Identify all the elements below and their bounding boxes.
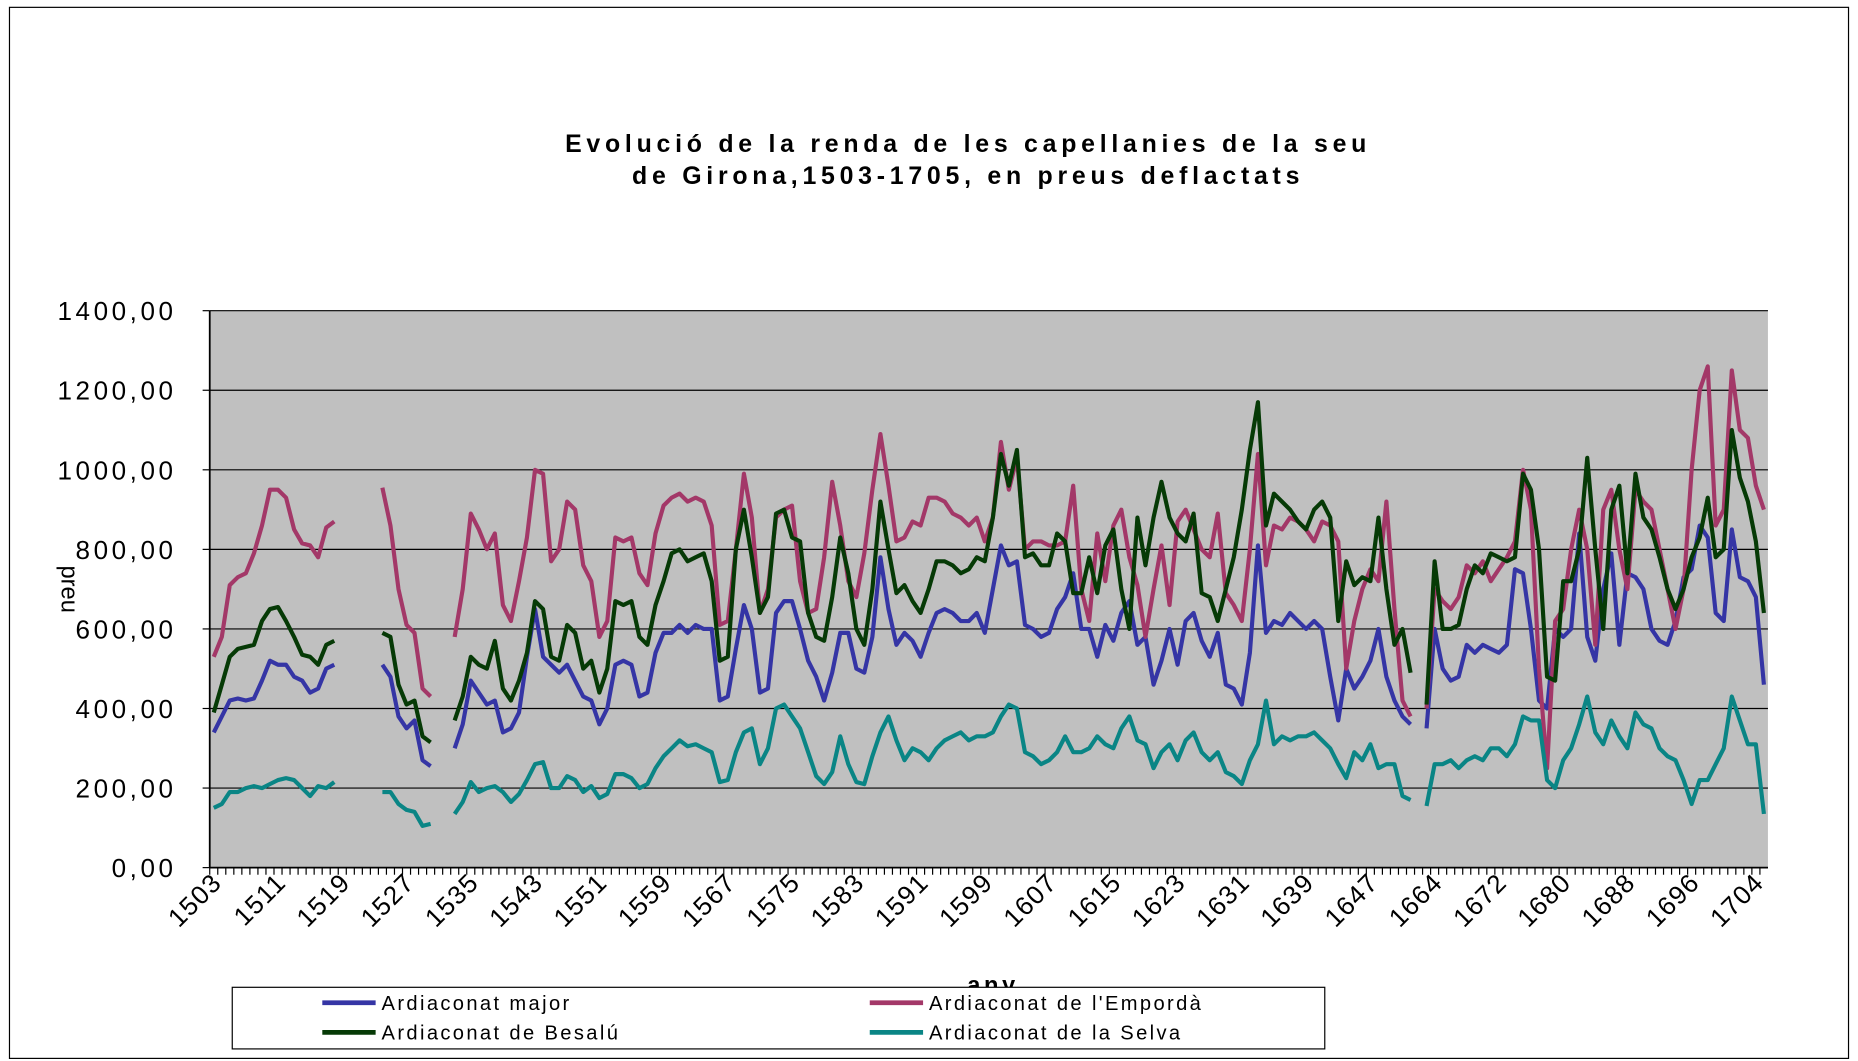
series-line: [211, 364, 1766, 771]
legend: [231, 986, 1326, 1050]
legend-label: Ardiaconat de Besalú: [382, 1022, 621, 1044]
plot-area: [209, 310, 1768, 868]
y-tick-label: 600,00: [76, 614, 177, 644]
y-tick-label: 400,00: [76, 694, 177, 724]
series-line: [212, 694, 1766, 828]
y-tick-label: 1400,00: [58, 296, 177, 326]
series-line: [211, 523, 1766, 768]
y-tick-label: 1000,00: [58, 455, 177, 485]
y-tick-label: 200,00: [76, 774, 177, 804]
legend-label: Ardiaconat de la Selva: [929, 1022, 1183, 1044]
series-line: [211, 400, 1766, 745]
chart-title: Evolució de la renda de les capellanies …: [565, 130, 1371, 158]
y-tick-label: 800,00: [76, 535, 177, 565]
y-tick-label: 1200,00: [58, 376, 177, 406]
chart-title: de Girona,1503-1705, en preus deflactats: [632, 162, 1304, 190]
legend-label: Ardiaconat major: [382, 993, 572, 1015]
legend-label: Ardiaconat de l'Empordà: [929, 993, 1203, 1015]
y-axis-label: preu: [56, 565, 82, 612]
y-tick-label: 0,00: [112, 853, 177, 883]
